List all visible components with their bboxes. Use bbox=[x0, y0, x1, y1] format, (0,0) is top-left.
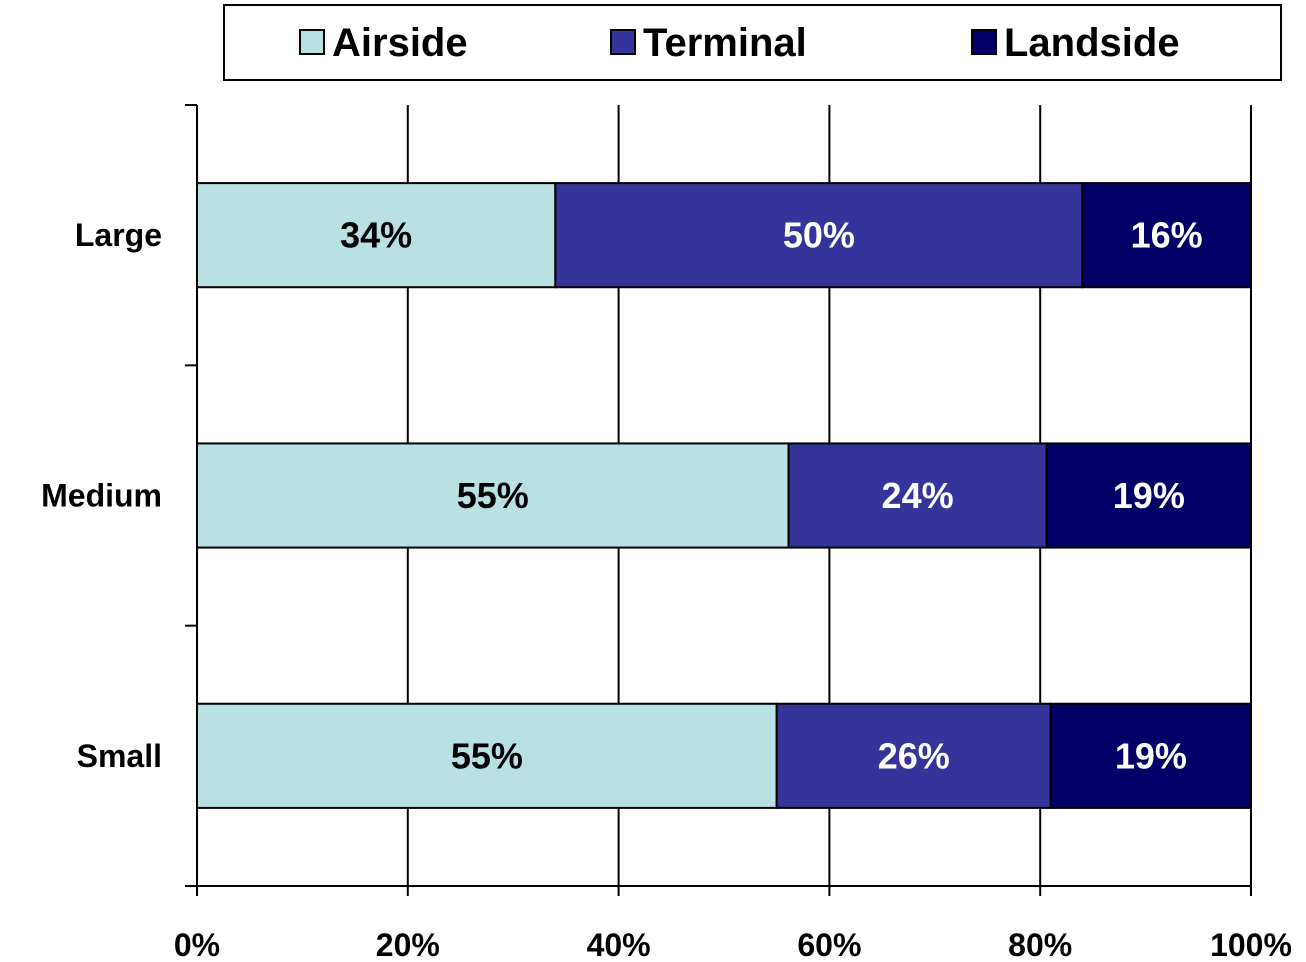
bar-segment bbox=[1081, 182, 1252, 289]
legend-label: Terminal bbox=[643, 21, 807, 65]
y-tick-label: Small bbox=[77, 738, 162, 774]
x-tick-label: 20% bbox=[376, 927, 440, 962]
x-tick-label: 100% bbox=[1210, 927, 1292, 962]
legend-label: Airside bbox=[332, 21, 468, 65]
bar-segment bbox=[554, 182, 1084, 289]
y-tick-label: Medium bbox=[41, 478, 162, 514]
data-label: 16% bbox=[1131, 215, 1203, 256]
bar-segment bbox=[1045, 442, 1253, 549]
bar-segment bbox=[196, 182, 557, 289]
legend-label: Landside bbox=[1004, 21, 1180, 65]
bar-segment bbox=[787, 442, 1048, 549]
legend-box bbox=[223, 4, 1282, 81]
data-label: 19% bbox=[1115, 735, 1187, 776]
x-tick-label: 60% bbox=[797, 927, 861, 962]
bar-segment bbox=[1049, 702, 1252, 809]
bar-segment bbox=[196, 702, 778, 809]
data-label: 50% bbox=[783, 215, 855, 256]
y-tick-label: Large bbox=[75, 217, 162, 253]
data-label: 55% bbox=[457, 475, 529, 516]
x-tick-label: 40% bbox=[587, 927, 651, 962]
data-label: 19% bbox=[1113, 475, 1185, 516]
legend-swatch bbox=[971, 29, 997, 55]
data-label: 55% bbox=[451, 735, 523, 776]
legend-swatch bbox=[610, 29, 636, 55]
x-tick-label: 80% bbox=[1008, 927, 1072, 962]
x-tick-label: 0% bbox=[174, 927, 220, 962]
data-label: 24% bbox=[882, 475, 954, 516]
legend-swatch bbox=[299, 29, 325, 55]
data-label: 34% bbox=[340, 215, 412, 256]
data-label: 26% bbox=[878, 735, 950, 776]
